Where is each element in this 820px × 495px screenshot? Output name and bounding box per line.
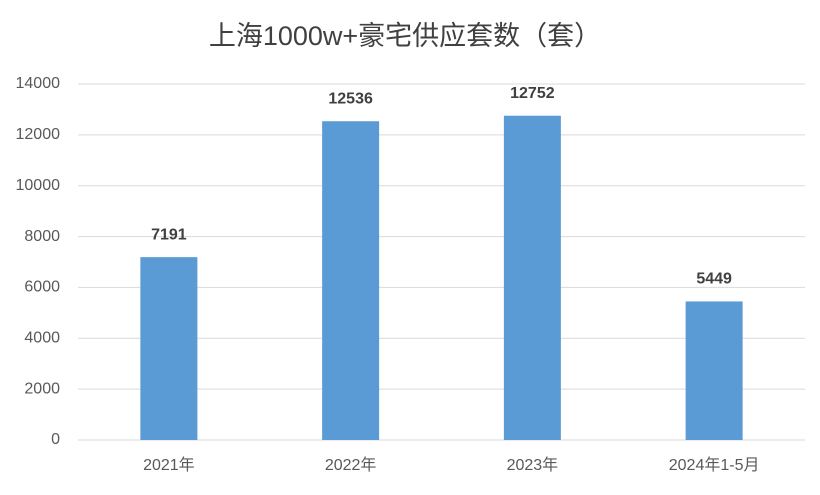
- x-tick-label: 2022年: [325, 456, 377, 474]
- value-label: 12752: [510, 85, 555, 102]
- bar: [685, 301, 743, 440]
- y-tick-label: 12000: [16, 126, 61, 143]
- bar: [322, 121, 380, 441]
- y-tick-label: 14000: [16, 75, 61, 92]
- bar: [503, 115, 561, 440]
- y-tick-label: 2000: [24, 380, 60, 397]
- y-tick-label: 8000: [24, 228, 60, 245]
- value-label: 5449: [696, 271, 732, 288]
- y-tick-label: 6000: [24, 279, 60, 296]
- value-label: 7191: [151, 226, 187, 243]
- x-tick-label: 2024年1-5月: [669, 456, 760, 474]
- y-tick-label: 0: [51, 431, 60, 448]
- chart-title: 上海1000w+豪宅供应套数（套）: [209, 21, 601, 51]
- x-tick-label: 2021年: [143, 456, 195, 474]
- value-label: 12536: [328, 90, 373, 107]
- y-tick-label: 10000: [16, 177, 61, 194]
- y-tick-label: 4000: [24, 330, 60, 347]
- x-tick-label: 2023年: [507, 456, 559, 474]
- bar: [140, 257, 198, 440]
